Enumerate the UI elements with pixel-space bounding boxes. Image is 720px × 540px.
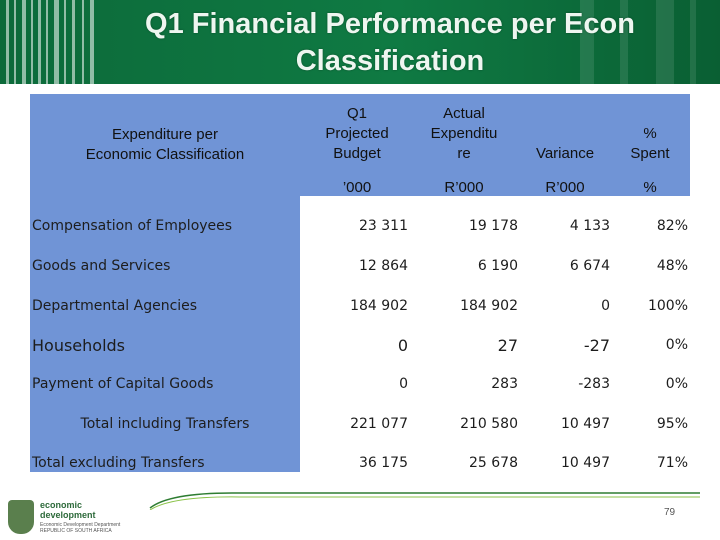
table-row-label: Households xyxy=(32,335,126,355)
table-row-label: Compensation of Employees xyxy=(32,218,233,234)
table-cell: 27 xyxy=(497,335,518,355)
coat-of-arms-icon xyxy=(8,500,34,534)
col-header-text: Actual xyxy=(443,105,485,122)
column-header-band: Q1 Projected Budget Actual Expenditu re … xyxy=(300,94,690,196)
table-cell: 48% xyxy=(656,258,688,274)
unit-projected-budget: ’000 xyxy=(342,178,372,196)
banner-right-stripes xyxy=(560,0,720,84)
table-cell: 0 xyxy=(399,376,408,392)
table-cell: 4 133 xyxy=(569,218,610,234)
table-cell: 184 902 xyxy=(460,298,518,314)
table-cell: 10 497 xyxy=(561,455,610,471)
department-name-line: Economic Development Department xyxy=(40,522,121,528)
row-header: Expenditure per Economic Classification xyxy=(30,94,300,196)
table-cell: -283 xyxy=(578,376,610,392)
table-row-label: Total including Transfers xyxy=(80,416,250,432)
banner-stripes xyxy=(0,0,110,84)
department-logo: economic development Economic Developmen… xyxy=(8,494,148,538)
col-header-text: re xyxy=(457,145,471,162)
table-cell: 23 311 xyxy=(359,218,408,234)
table-cell: 6 674 xyxy=(569,258,610,274)
logo-text-line: development xyxy=(40,510,96,520)
table-cell: 184 902 xyxy=(350,298,408,314)
logo-text: economic development xyxy=(40,500,96,520)
col-header-percent-spent: % Spent xyxy=(616,94,684,164)
department-name-line: REPUBLIC OF SOUTH AFRICA xyxy=(40,528,112,534)
table-row-label: Departmental Agencies xyxy=(32,298,198,314)
col-header-actual-expenditure: Actual Expenditu re xyxy=(414,94,514,164)
table-cell: 71% xyxy=(656,455,688,471)
table-cell: 36 175 xyxy=(359,455,408,471)
table-cell: 95% xyxy=(656,416,688,432)
table-row-label: Total excluding Transfers xyxy=(32,455,205,471)
table-cell: 10 497 xyxy=(561,416,610,432)
col-header-text: Variance xyxy=(535,145,595,162)
table-cell: 221 077 xyxy=(350,416,408,432)
col-header-text: Spent xyxy=(630,145,670,162)
table-cell: 210 580 xyxy=(460,416,518,432)
department-name: Economic Development Department REPUBLIC… xyxy=(40,522,120,534)
table-cell: 25 678 xyxy=(469,455,518,471)
table-cell: 19 178 xyxy=(469,218,518,234)
table-cell: -27 xyxy=(583,335,610,355)
page-title: Q1 Financial Performance per Econ Classi… xyxy=(145,8,635,77)
logo-text-line: economic xyxy=(40,500,83,510)
table-cell: 0 xyxy=(601,298,610,314)
col-header-text: % xyxy=(643,125,657,142)
col-header-text: Projected xyxy=(325,125,389,142)
row-label-column: Expenditure per Economic Classification xyxy=(30,94,300,472)
table-cell: 6 190 xyxy=(477,258,518,274)
title-banner: Q1 Financial Performance per Econ Classi… xyxy=(0,0,720,84)
col-header-text: Budget xyxy=(333,145,381,162)
unit-percent-spent: % xyxy=(643,178,657,196)
table-cell: 12 864 xyxy=(359,258,408,274)
table-cell: 100% xyxy=(647,298,688,314)
col-header-variance: Variance xyxy=(515,94,615,164)
page-number: 79 xyxy=(664,507,676,518)
table-cell: 0% xyxy=(665,376,688,392)
col-header-text: Expenditu xyxy=(430,125,498,142)
table-cell: 0 xyxy=(397,335,408,355)
table-row-label: Payment of Capital Goods xyxy=(32,376,214,392)
table-row-label: Goods and Services xyxy=(32,258,171,274)
row-header-line-1: Expenditure per xyxy=(112,126,218,143)
unit-variance: R’000 xyxy=(545,178,585,196)
table-cell: 82% xyxy=(656,218,688,234)
table-cell: 0% xyxy=(665,337,688,353)
unit-actual-expenditure: R’000 xyxy=(444,178,484,196)
row-header-line-2: Economic Classification xyxy=(85,146,245,163)
col-header-text: Q1 xyxy=(346,105,367,122)
col-header-projected-budget: Q1 Projected Budget xyxy=(308,94,406,164)
footer-swoosh xyxy=(149,492,700,510)
table-cell: 283 xyxy=(491,376,518,392)
